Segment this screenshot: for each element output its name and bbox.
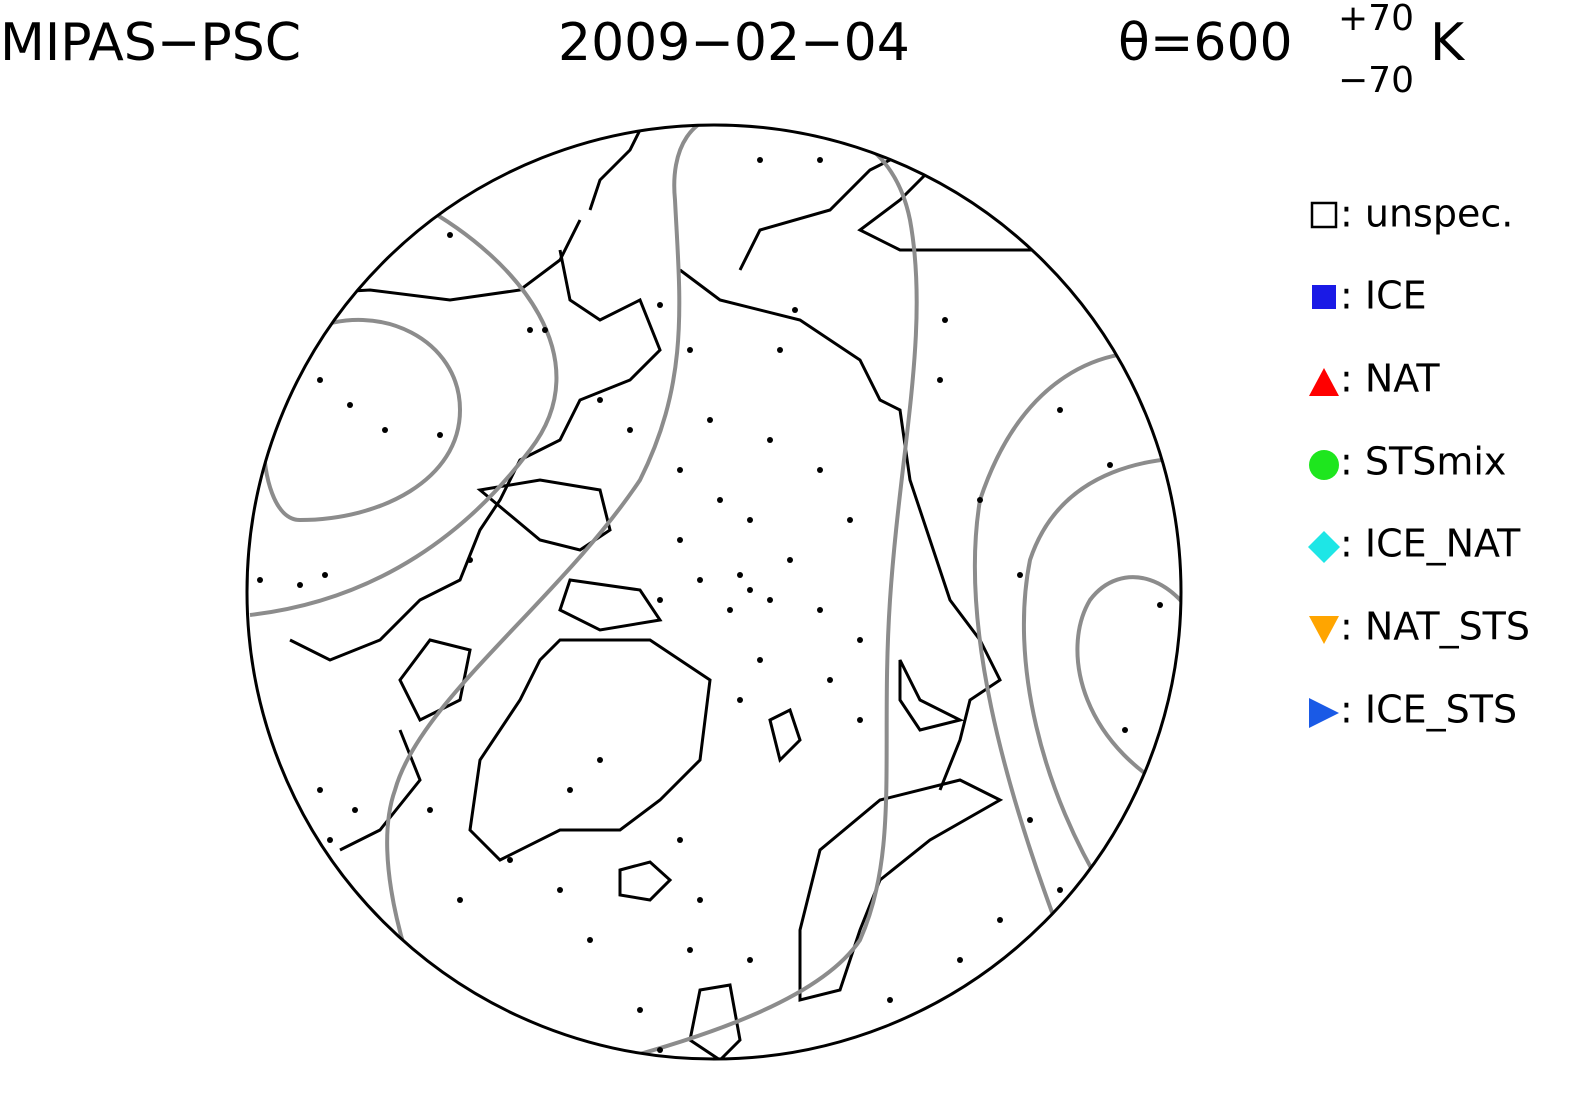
legend-symbol [1309, 450, 1339, 480]
legend: : unspec. : ICE : NAT : STSmix : ICE_NAT… [1308, 192, 1530, 732]
legend-label: : NAT [1340, 357, 1440, 401]
legend-label: : ICE [1340, 274, 1427, 318]
legend-label: : NAT_STS [1340, 605, 1530, 649]
map-boundary [245, 123, 1183, 1061]
legend-symbol [1308, 531, 1340, 563]
level-plus: +70 [1338, 0, 1414, 39]
legend-symbol [1312, 285, 1336, 309]
legend-label: : ICE_NAT [1340, 522, 1521, 566]
level: θ=600 [1118, 13, 1293, 73]
legend-label: : STSmix [1340, 440, 1506, 484]
level-minus: −70 [1338, 60, 1414, 101]
map-content [249, 125, 1181, 1059]
legend-label: : ICE_STS [1340, 688, 1517, 732]
date: 2009−02−04 [558, 13, 910, 73]
legend-symbol [1310, 201, 1338, 229]
legend-symbol [1309, 698, 1339, 728]
title: MIPAS−PSC [0, 13, 301, 73]
legend-symbol [1309, 368, 1339, 396]
contours [249, 125, 1181, 1059]
legend-label: : unspec. [1340, 192, 1513, 236]
legend-symbol [1309, 616, 1339, 644]
unit: K [1430, 13, 1466, 73]
